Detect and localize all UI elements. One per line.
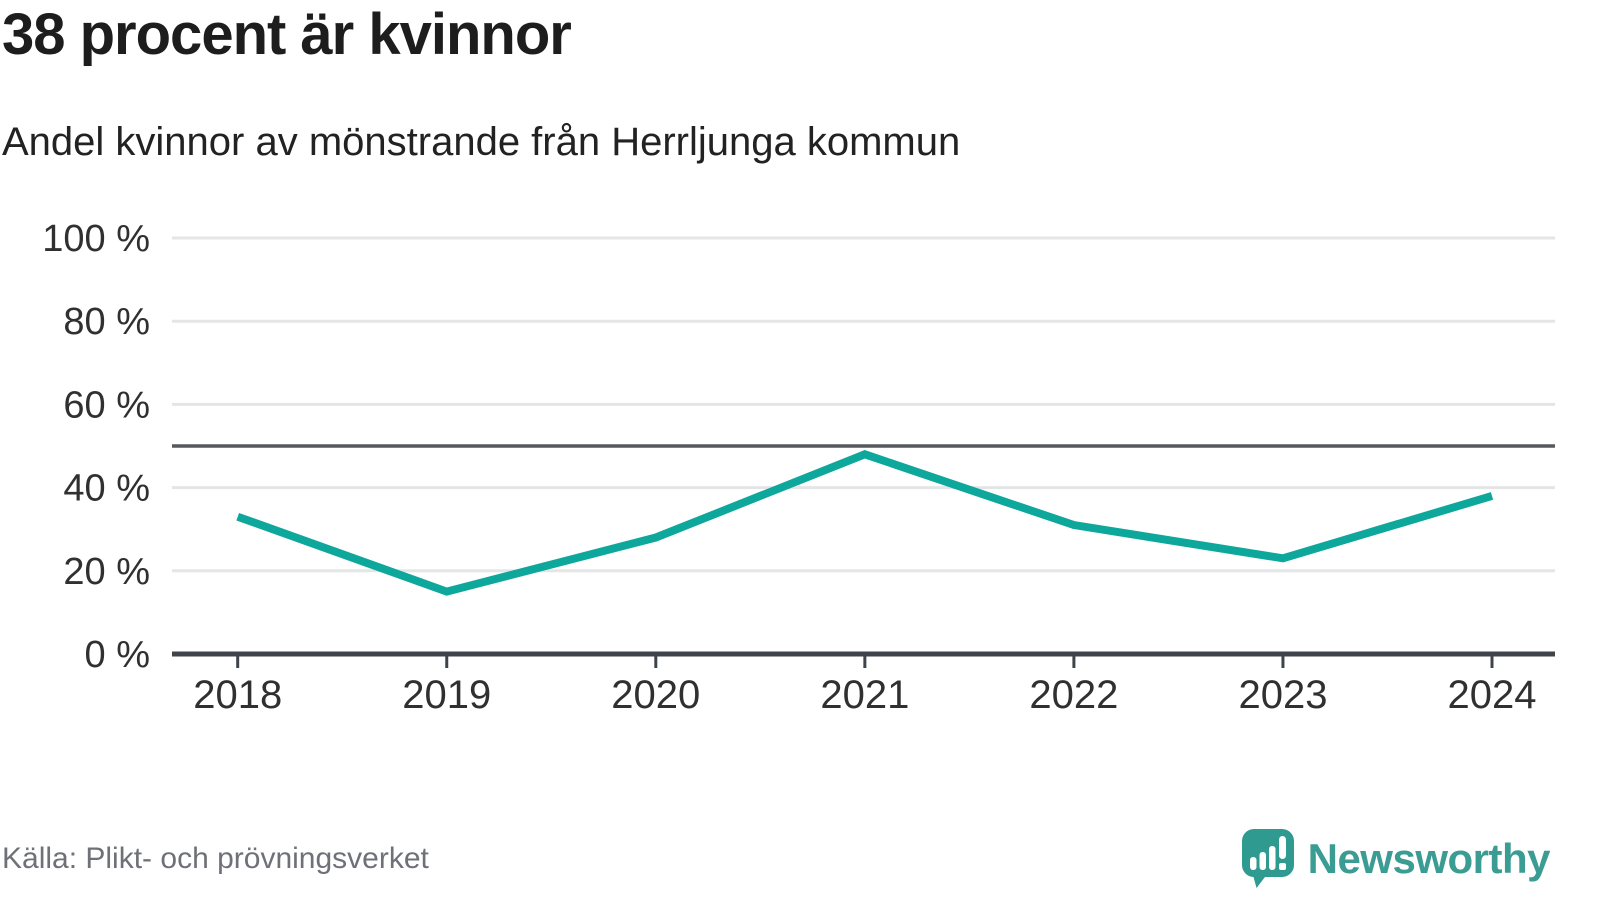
- x-axis-label: 2018: [193, 673, 282, 717]
- newsworthy-speech-bubble-icon: [1241, 829, 1294, 888]
- x-axis-label: 2022: [1029, 673, 1118, 717]
- x-axis-label: 2024: [1448, 673, 1537, 717]
- y-axis-label: 60 %: [63, 384, 150, 426]
- bar-short: [1249, 857, 1257, 870]
- bar-tall: [1268, 846, 1276, 870]
- y-axis-label: 20 %: [63, 551, 150, 593]
- x-axis-label: 2023: [1238, 673, 1327, 717]
- x-axis-label: 2019: [402, 673, 491, 717]
- y-axis-label: 40 %: [63, 468, 150, 510]
- chart-subtitle: Andel kvinnor av mönstrande från Herrlju…: [2, 120, 961, 164]
- y-axis-label: 0 %: [85, 634, 150, 676]
- bar-medium: [1259, 852, 1266, 870]
- exclamation-stem: [1278, 836, 1286, 859]
- line-chart: 100 % 80 % 60 % 40 % 20 % 0 % 2018 2019 2020 2021…: [42, 218, 1555, 717]
- y-axis-label: 80 %: [63, 301, 150, 343]
- source-caption: Källa: Plikt- och prövningsverket: [2, 842, 429, 875]
- brand-wordmark: Newsworthy: [1307, 835, 1551, 882]
- page-title: 38 procent är kvinnor: [2, 2, 572, 67]
- x-axis-label: 2021: [820, 673, 909, 717]
- newsworthy-logo: Newsworthy: [1241, 828, 1551, 890]
- x-axis-label: 2020: [611, 673, 700, 717]
- speech-bubble-shape: [1241, 829, 1294, 888]
- exclamation-dot: [1278, 863, 1286, 870]
- y-axis-label: 100 %: [42, 218, 150, 260]
- data-line: [236, 450, 1494, 596]
